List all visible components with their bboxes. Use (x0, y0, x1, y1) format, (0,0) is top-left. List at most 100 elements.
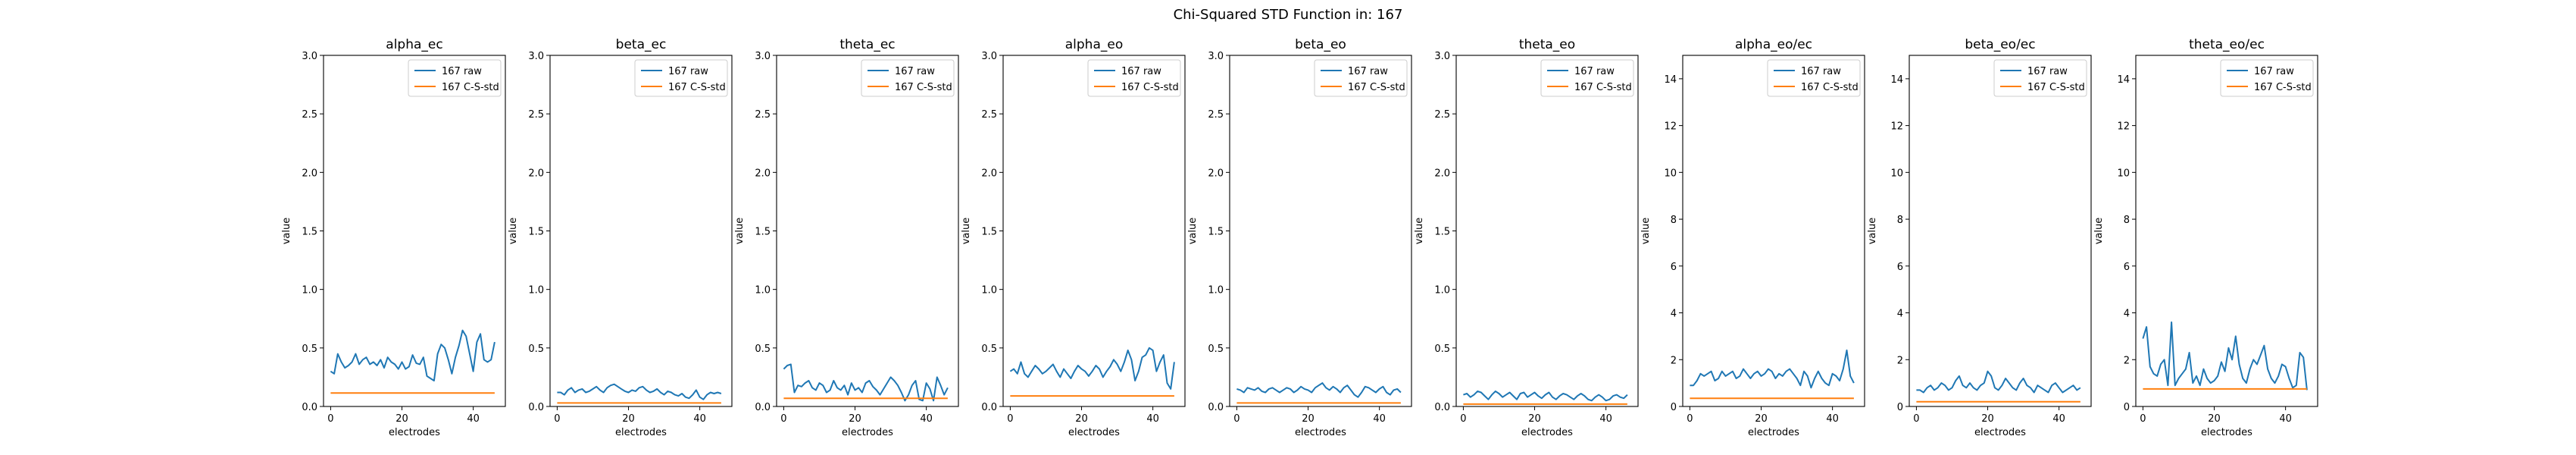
y-tick-label: 3.0 (1434, 51, 1450, 62)
y-tick-label: 10 (2117, 168, 2130, 179)
y-tick-label: 1.5 (981, 227, 997, 238)
plot-area (783, 363, 949, 402)
y-tick-label: 2.5 (1208, 109, 1224, 121)
plot-area (330, 329, 496, 394)
plot-area (557, 383, 722, 404)
legend: 167 raw 167 C-S-std (1087, 59, 1181, 97)
x-tick-label: 20 (1075, 413, 1088, 425)
x-tick-label: 20 (1302, 413, 1315, 425)
axes-frame (1682, 55, 1865, 407)
y-axis-label: value (1414, 218, 1425, 245)
subplot-title: beta_eo/ec (1965, 37, 2035, 52)
y-tick-label: 2 (1671, 355, 1677, 366)
x-tick-label: 20 (395, 413, 408, 425)
legend-label: 167 C-S-std (1574, 82, 1632, 93)
y-tick-label: 0.0 (981, 402, 997, 413)
y-tick-label: 14 (2117, 74, 2130, 86)
x-axis-label: electrodes (1521, 427, 1573, 438)
legend-label: 167 raw (668, 66, 708, 77)
x-tick-label: 0 (2140, 413, 2146, 425)
axes-frame (323, 55, 506, 407)
y-axis-label: value (734, 218, 746, 245)
y-tick-label: 6 (2124, 262, 2130, 273)
legend-label: 167 C-S-std (1121, 82, 1179, 93)
plot-area (1916, 370, 2081, 403)
legend-label: 167 raw (1348, 66, 1388, 77)
y-tick-label: 1.0 (755, 285, 771, 297)
y-tick-label: 3.0 (981, 51, 997, 62)
y-tick-label: 3.0 (755, 51, 771, 62)
subplot-4: beta_eo 0.0 0.5 1.0 1.5 2.0 2.5 3.0 0 20 40 electro… (1187, 37, 1412, 438)
x-tick-label: 40 (2279, 413, 2292, 425)
y-tick-label: 8 (1671, 215, 1677, 226)
y-tick-label: 1.5 (1208, 227, 1224, 238)
subplot-title: alpha_eo/ec (1735, 37, 1812, 52)
x-tick-label: 40 (1826, 413, 1839, 425)
legend: 167 raw 167 C-S-std (1767, 59, 1861, 97)
x-tick-label: 20 (1755, 413, 1768, 425)
y-tick-label: 10 (1664, 168, 1677, 179)
y-tick-label: 2 (1897, 355, 1903, 366)
series-line-0 (1236, 382, 1402, 398)
x-tick-label: 40 (467, 413, 480, 425)
legend: 167 raw 167 C-S-std (1540, 59, 1634, 97)
y-tick-label: 4 (1897, 309, 1903, 320)
plot-area (1009, 347, 1175, 397)
legend-label: 167 C-S-std (1348, 82, 1405, 93)
y-tick-label: 3.0 (1208, 51, 1224, 62)
x-tick-label: 20 (1528, 413, 1541, 425)
y-tick-label: 1.0 (1434, 285, 1450, 297)
y-tick-label: 12 (1664, 121, 1677, 133)
x-tick-label: 40 (693, 413, 706, 425)
legend: 167 raw 167 C-S-std (408, 59, 502, 97)
y-tick-label: 2.0 (1434, 168, 1450, 179)
subplot-2: theta_ec 0.0 0.5 1.0 1.5 2.0 2.5 3.0 0 20 40 electr… (734, 37, 959, 438)
y-tick-label: 1.0 (302, 285, 317, 297)
subplot-0: alpha_ec 0.0 0.5 1.0 1.5 2.0 2.5 3.0 0 20 40 electr… (281, 37, 506, 438)
plot-area (1463, 390, 1628, 405)
y-tick-label: 0 (1897, 402, 1903, 413)
legend: 167 raw 167 C-S-std (1314, 59, 1408, 97)
y-axis-label: value (508, 218, 519, 245)
y-tick-label: 2.5 (528, 109, 544, 121)
x-tick-label: 0 (780, 413, 786, 425)
y-tick-label: 1.0 (981, 285, 997, 297)
y-axis-label: value (2093, 218, 2105, 245)
y-tick-label: 14 (1890, 74, 1903, 86)
x-tick-label: 0 (1007, 413, 1013, 425)
plot-area (1236, 382, 1402, 404)
y-tick-label: 2 (2124, 355, 2130, 366)
y-axis-label: value (1640, 218, 1652, 245)
axes-frame (776, 55, 959, 407)
subplot-title: alpha_eo (1065, 37, 1123, 52)
y-tick-label: 8 (2124, 215, 2130, 226)
x-axis-label: electrodes (842, 427, 893, 438)
legend-label: 167 C-S-std (668, 82, 726, 93)
y-tick-label: 0.5 (1434, 344, 1450, 355)
x-axis-label: electrodes (389, 427, 440, 438)
series-line-0 (330, 329, 496, 381)
series-line-0 (557, 383, 722, 400)
axes-frame (1455, 55, 1639, 407)
y-tick-label: 0.5 (755, 344, 771, 355)
y-tick-label: 12 (1890, 121, 1903, 133)
legend-label: 167 raw (1801, 66, 1841, 77)
legend-label: 167 raw (2254, 66, 2294, 77)
legend-label: 167 C-S-std (2254, 82, 2312, 93)
y-axis-label: value (961, 218, 972, 245)
legend: 167 raw 167 C-S-std (861, 59, 955, 97)
y-tick-label: 0 (1671, 402, 1677, 413)
legend-label: 167 raw (895, 66, 935, 77)
subplot-title: beta_eo (1295, 37, 1346, 52)
y-tick-label: 2.5 (755, 109, 771, 121)
subplot-5: theta_eo 0.0 0.5 1.0 1.5 2.0 2.5 3.0 0 20 40 electr… (1414, 37, 1639, 438)
series-line-0 (2142, 321, 2308, 391)
y-tick-label: 3.0 (528, 51, 544, 62)
y-tick-label: 0 (2124, 402, 2130, 413)
y-tick-label: 2.5 (302, 109, 317, 121)
y-tick-label: 0.5 (528, 344, 544, 355)
y-tick-label: 2.5 (1434, 109, 1450, 121)
subplot-title: alpha_ec (386, 37, 442, 52)
plot-area (1690, 349, 1855, 400)
